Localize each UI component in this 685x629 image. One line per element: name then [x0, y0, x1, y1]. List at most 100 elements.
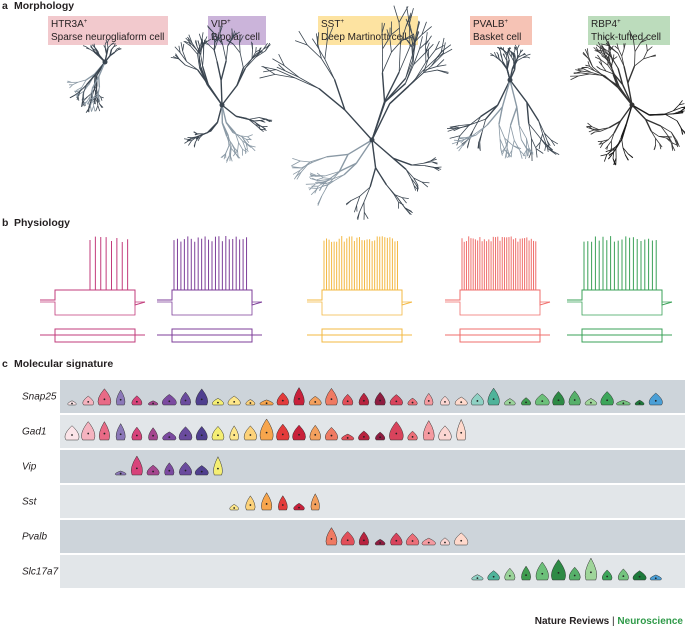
violin [340, 531, 355, 546]
neurite [550, 139, 559, 145]
neurite [221, 122, 229, 137]
violin [551, 559, 566, 581]
median-dot [411, 540, 414, 542]
violin [195, 388, 208, 406]
median-dot [200, 434, 203, 437]
neurite [590, 131, 595, 135]
neurite [419, 36, 423, 49]
neurite [453, 127, 461, 132]
median-dot [427, 541, 430, 544]
neurite [261, 126, 267, 132]
neurite [580, 72, 590, 75]
neurite [317, 43, 322, 59]
neurite [679, 110, 685, 113]
neurite [608, 151, 614, 156]
neurite [432, 166, 440, 172]
neurite [666, 137, 671, 142]
neurite [263, 43, 268, 50]
violin [229, 425, 239, 441]
neurite [244, 148, 247, 154]
median-dot [606, 575, 609, 578]
neurite [251, 51, 257, 59]
violin [293, 387, 305, 406]
median-dot [265, 431, 268, 434]
neurite [508, 53, 512, 58]
violin [438, 425, 452, 441]
neurite [456, 125, 469, 129]
neurite [278, 53, 285, 66]
neurite [248, 119, 256, 125]
neurite [212, 33, 215, 41]
violin [245, 495, 256, 511]
neurite [535, 142, 541, 148]
panel-letter: c [2, 358, 8, 370]
violin [146, 464, 160, 476]
neurite [105, 39, 108, 44]
neurite [622, 147, 626, 156]
violin [584, 557, 597, 581]
neurite [570, 75, 579, 81]
neurite [240, 135, 247, 140]
neurite [497, 54, 500, 59]
neurite [404, 37, 413, 48]
neurite [442, 42, 446, 55]
neurite [623, 43, 626, 49]
neurite [471, 118, 486, 125]
neurite [546, 145, 553, 152]
neurite [461, 135, 474, 142]
violin [374, 391, 386, 406]
neurite [610, 133, 615, 142]
neurite [481, 119, 487, 133]
violin [375, 431, 386, 441]
neurite [193, 131, 198, 135]
neurite [433, 166, 440, 169]
neurite [413, 48, 420, 65]
neurite [227, 135, 230, 147]
neurite [203, 38, 212, 45]
median-dot [330, 538, 333, 540]
neurite [598, 51, 607, 58]
neurite [422, 66, 437, 72]
hyperpol-trace [307, 301, 412, 316]
neurite [600, 59, 609, 66]
violin [310, 493, 320, 511]
neurite [425, 48, 429, 59]
neurite [391, 27, 400, 35]
neurite [625, 154, 629, 161]
neurite [528, 123, 532, 139]
neurite [103, 45, 106, 49]
panel-title: Morphology [14, 0, 74, 12]
neurite [255, 48, 264, 58]
neurite [371, 139, 377, 168]
neurite [217, 35, 223, 42]
violin [358, 430, 370, 441]
panel-b-heading: b Physiology [2, 217, 70, 229]
median-dot [638, 575, 641, 578]
neurite [104, 41, 107, 45]
neurite [186, 137, 193, 142]
neurite [371, 139, 394, 159]
neurite [512, 54, 515, 62]
median-dot [249, 402, 252, 404]
neurite [495, 54, 499, 59]
neurite [519, 150, 523, 159]
neurite [618, 48, 623, 57]
neurite [600, 68, 607, 72]
soma [629, 102, 635, 108]
hyperpol-trace [157, 301, 262, 316]
violin [164, 462, 175, 476]
median-dot [590, 401, 592, 404]
neurite [89, 106, 92, 112]
neurite [414, 65, 432, 82]
neurite [393, 194, 399, 203]
neurite [401, 197, 407, 204]
gene-label: Pvalb [22, 532, 47, 543]
violin [358, 392, 370, 406]
neurite [323, 177, 333, 180]
neurite [440, 37, 445, 52]
neurite [76, 91, 80, 96]
neurite [441, 44, 452, 53]
neurite [421, 181, 429, 188]
neurite [604, 36, 610, 46]
molecular-signature: Snap25 Gad1 Vip Sst Pvalb Slc17a7 [22, 380, 685, 588]
